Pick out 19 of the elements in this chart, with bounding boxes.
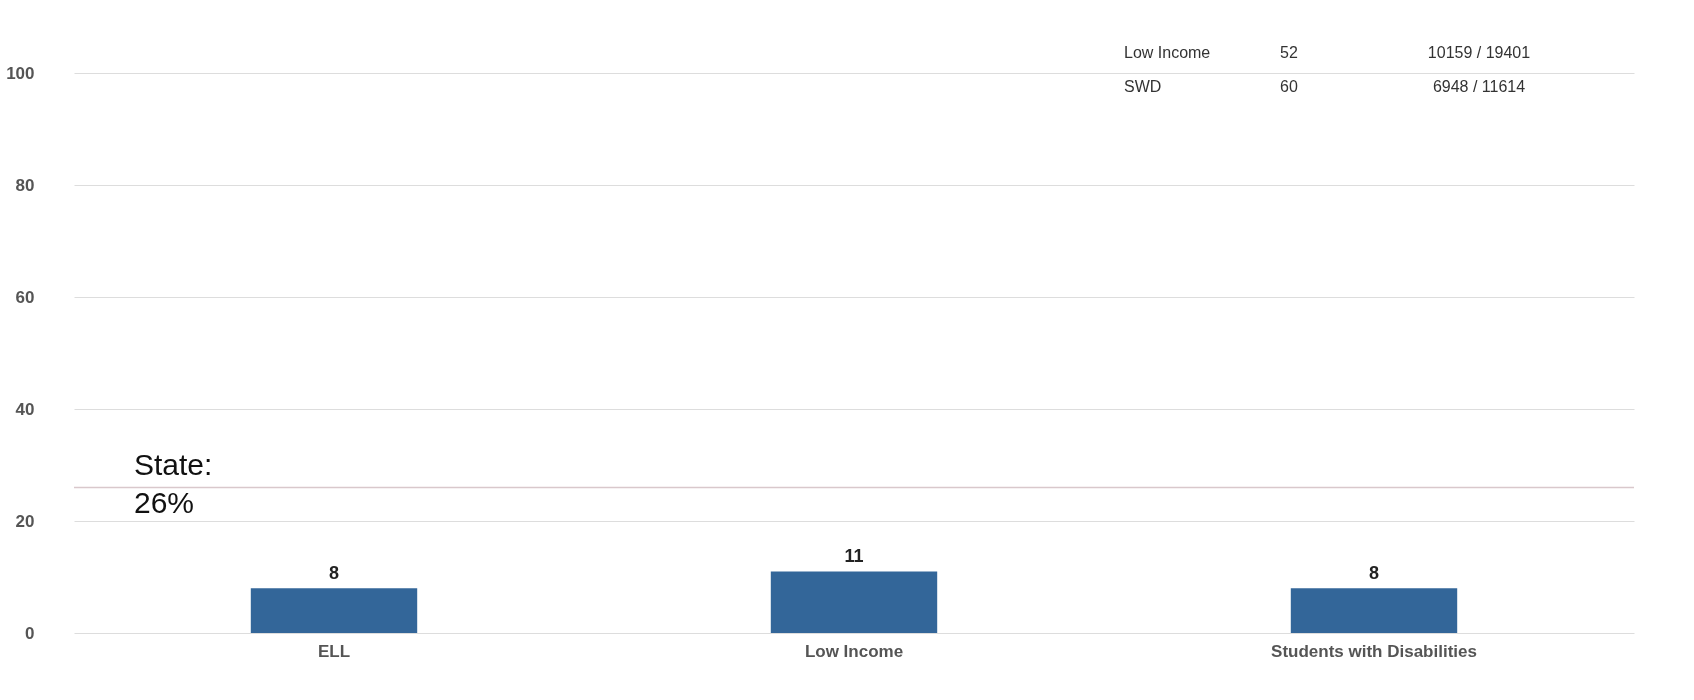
y-tick-label: 40 xyxy=(15,399,35,419)
ref-line-label: State: 26% xyxy=(134,448,213,520)
y-tick-label: 20 xyxy=(15,511,35,531)
annotation: SWD xyxy=(1124,78,1162,95)
text: 52 xyxy=(1280,44,1298,61)
annotation: 60 xyxy=(1280,78,1298,95)
y-tick-label: 0 xyxy=(25,623,35,643)
text: Low Income xyxy=(1124,44,1211,61)
y-tick-label: 100 xyxy=(6,63,35,83)
annotation: 6948 / 11614 xyxy=(1432,78,1526,95)
text: 10159 / 19401 xyxy=(1427,44,1531,61)
x-tick-label: Students with Disabilities xyxy=(1271,641,1477,661)
y-tick-label: 60 xyxy=(15,287,35,307)
x-tick-label: Low Income xyxy=(804,641,904,661)
x-tick-label: ELL xyxy=(317,641,351,661)
data-label: 8 xyxy=(1368,563,1380,584)
data-label: 8 xyxy=(328,563,340,584)
data-label: 11 xyxy=(844,546,864,567)
y-tick-label: 80 xyxy=(15,175,35,195)
